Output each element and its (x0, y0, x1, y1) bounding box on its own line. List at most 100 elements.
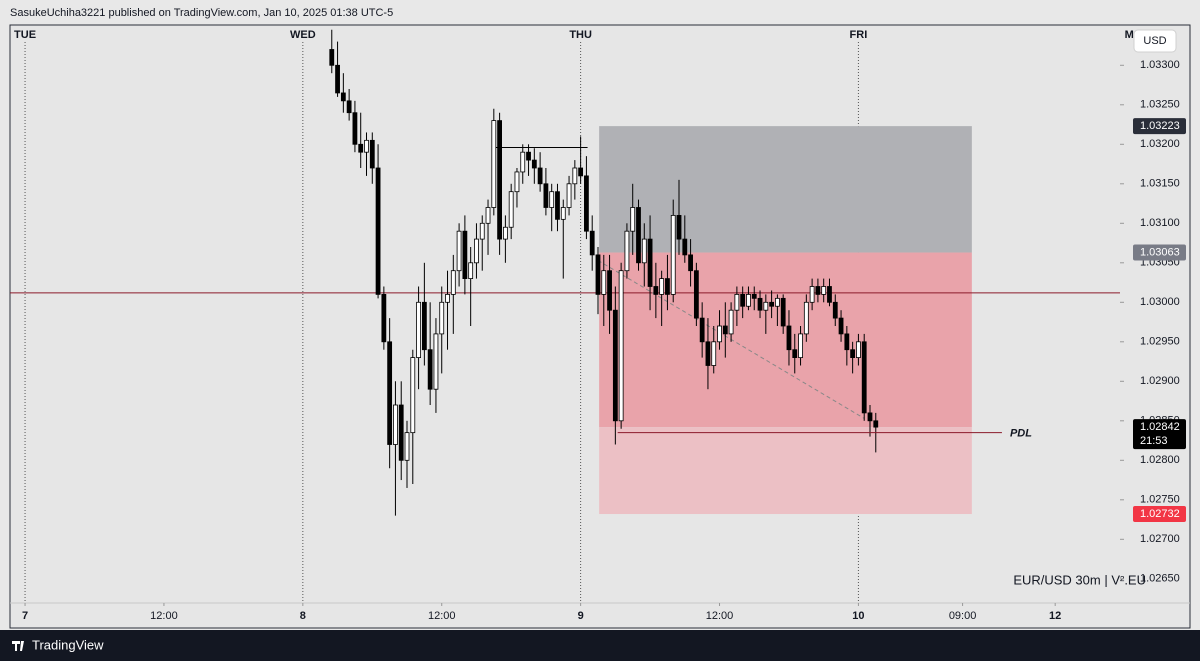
x-tick-label: 09:00 (949, 610, 977, 622)
candle-body (393, 404, 398, 445)
price-label: 1.02842 (1140, 421, 1180, 433)
candle-body (641, 238, 647, 264)
header-text: SasukeUchiha3221 published on TradingVie… (10, 7, 393, 19)
candle-body (531, 159, 537, 169)
candle-body (497, 120, 503, 240)
candle-body (364, 139, 369, 153)
y-tick-label: 1.02750 (1140, 494, 1180, 506)
footer-logo (12, 641, 24, 651)
plot-area (10, 29, 1120, 603)
candle-body (456, 230, 462, 272)
candle-body (728, 309, 734, 335)
stop-zone (599, 126, 972, 253)
candle-body (416, 301, 421, 359)
candle-body (450, 270, 456, 295)
candle-body (433, 333, 439, 390)
price-label-box (1133, 419, 1186, 450)
candle-body (537, 167, 543, 185)
y-tick-label: 1.03200 (1140, 138, 1180, 150)
candle-body (404, 432, 410, 461)
candle-body (410, 357, 416, 434)
candle-body (346, 100, 352, 114)
candle-body (474, 238, 479, 264)
candle-body (358, 143, 364, 153)
candle-body (670, 214, 676, 295)
countdown: 21:53 (1140, 435, 1168, 447)
y-tick-label: 1.03150 (1140, 178, 1180, 190)
candle-body (688, 254, 693, 272)
price-label: 1.03223 (1140, 120, 1180, 132)
candle-body (618, 270, 624, 422)
candle-body (502, 226, 508, 240)
watermark: EUR/USD 30m | V².EU (1013, 572, 1146, 587)
candle-body (676, 214, 682, 240)
y-tick-label: 1.02650 (1140, 573, 1180, 585)
candle-body (543, 183, 549, 208)
candle-body (381, 293, 387, 343)
candle-body (711, 341, 717, 366)
candle-body (699, 317, 705, 343)
candle-body (740, 293, 746, 307)
candle-body (786, 325, 792, 351)
price-label-box (1133, 244, 1186, 261)
candle-body (601, 270, 607, 295)
y-tick-label: 1.02700 (1140, 533, 1180, 545)
y-tick-label: 1.03300 (1140, 59, 1180, 71)
candle-body (491, 120, 497, 208)
currency-label: USD (1143, 35, 1166, 47)
price-label: 1.02732 (1140, 508, 1180, 520)
footer-text: TradingView (32, 637, 104, 652)
x-tick-label: 8 (300, 610, 306, 622)
candle-body (763, 301, 769, 311)
candle-body (844, 333, 850, 351)
candle-body (584, 175, 589, 232)
candle-body (774, 297, 780, 307)
candle-body (387, 341, 393, 445)
candle-body (751, 293, 757, 299)
day-label: M (1125, 29, 1134, 41)
candle-body (798, 333, 803, 359)
candle-body (815, 286, 821, 295)
pdl-label: PDL (1010, 428, 1032, 440)
candle-body (722, 325, 728, 335)
candle-body (555, 191, 560, 220)
candle-body (792, 349, 798, 359)
footer (0, 630, 1200, 661)
candle-body (856, 341, 861, 359)
candle-body (832, 301, 838, 319)
candle-body (398, 404, 404, 461)
candle-body (612, 309, 618, 422)
candle-body (624, 230, 630, 272)
candle-body (560, 207, 566, 220)
candle-body (468, 262, 474, 279)
day-label: THU (569, 29, 592, 41)
candle-body (352, 112, 358, 145)
candle-body (329, 49, 335, 66)
candle-body (827, 286, 832, 303)
candle-body (757, 297, 763, 311)
y-tick-label: 1.03000 (1140, 296, 1180, 308)
candle-body (445, 293, 450, 303)
x-tick-label: 12 (1049, 610, 1061, 622)
x-tick-label: 12:00 (150, 610, 178, 622)
candle-body (485, 207, 491, 224)
x-tick-label: 12:00 (428, 610, 456, 622)
candle-body (462, 230, 468, 279)
candle-body (630, 207, 636, 232)
candle-body (659, 278, 665, 295)
candle-body (427, 349, 433, 390)
candle-body (572, 167, 578, 185)
price-label: 1.03063 (1140, 246, 1180, 258)
candle-body (717, 325, 722, 343)
candle-body (665, 278, 670, 295)
candle-body (526, 151, 531, 161)
x-tick-label: 12:00 (706, 610, 734, 622)
candle-body (595, 254, 601, 295)
y-tick-label: 1.03250 (1140, 99, 1180, 111)
candle-body (369, 139, 375, 169)
candle-body (549, 191, 555, 208)
currency-button[interactable] (1133, 29, 1177, 53)
candle-body (803, 301, 809, 335)
candle-body (375, 167, 381, 295)
